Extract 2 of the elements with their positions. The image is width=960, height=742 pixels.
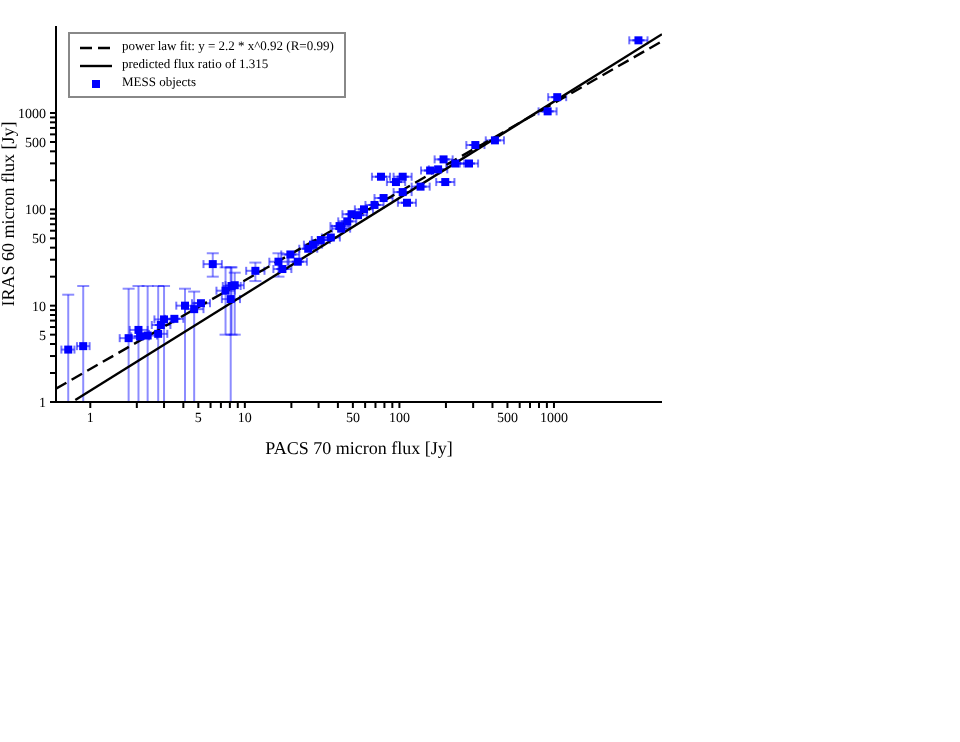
- y-axis-title: IRAS 60 micron flux [Jy]: [0, 121, 19, 307]
- x-axis-title: PACS 70 micron flux [Jy]: [265, 438, 453, 458]
